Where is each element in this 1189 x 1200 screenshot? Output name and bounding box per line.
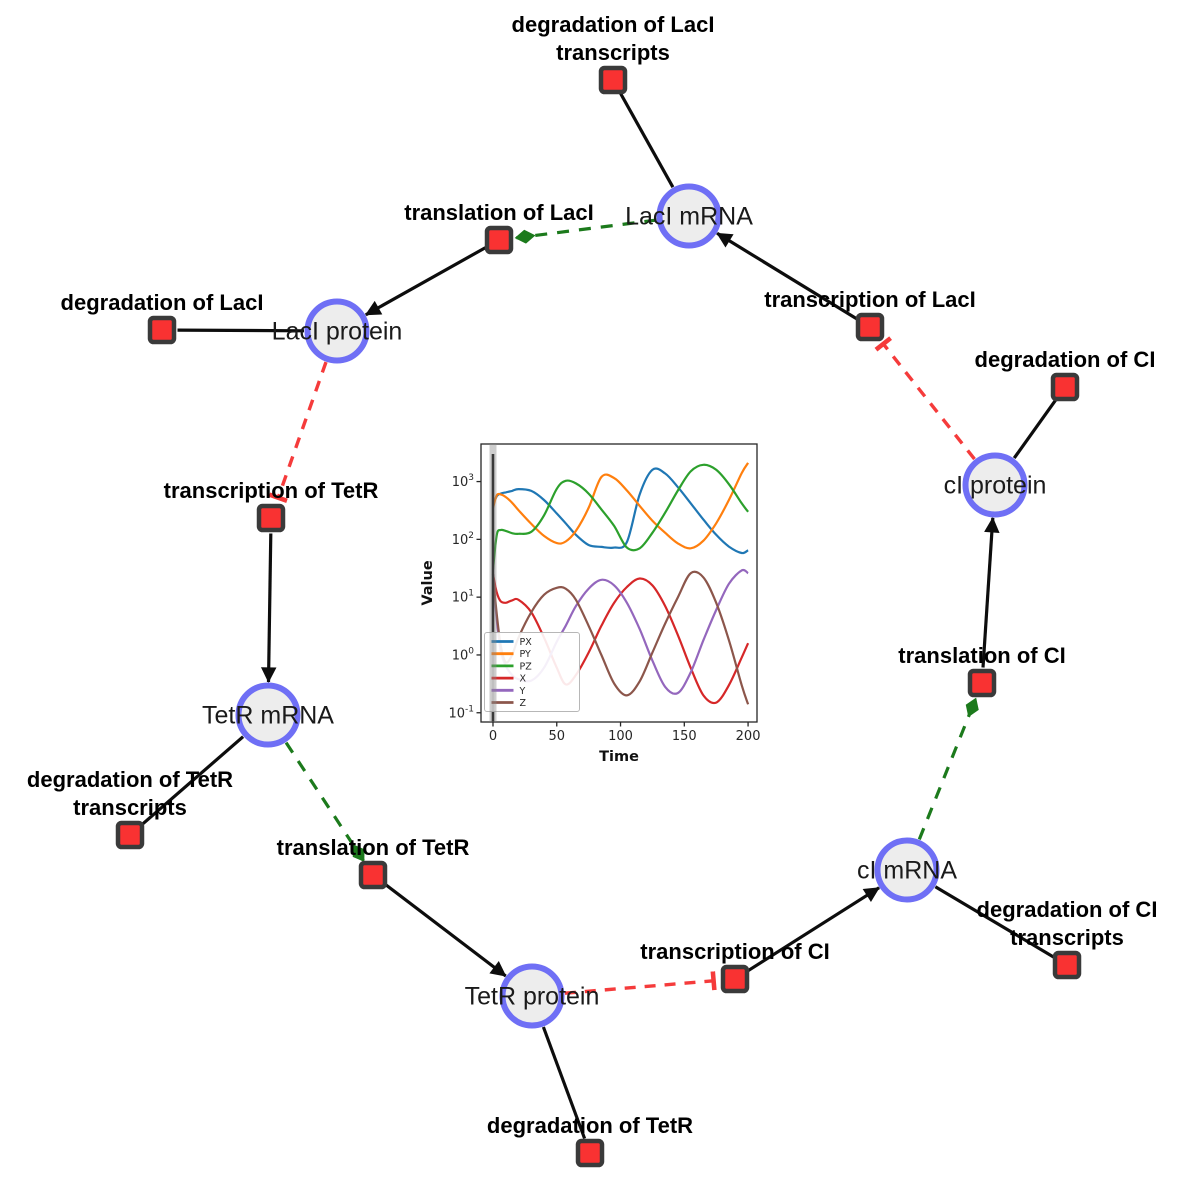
species-label-tetr-mrna: TetR mRNA <box>202 702 334 730</box>
reaction-label-deg-ci-transcripts: degradation of CI transcripts <box>977 897 1158 950</box>
plot-frame <box>480 443 758 723</box>
reaction-label-translation-tetr: translation of TetR <box>277 835 470 860</box>
species-label-tetr-protein: TetR protein <box>465 983 600 1011</box>
edge-tetr-mrna-deg-tetr-transcripts-consumption <box>140 735 245 827</box>
plot-series-py <box>491 462 750 550</box>
species-node-laci-protein[interactable] <box>304 298 370 364</box>
species-node-ci-protein[interactable] <box>962 452 1028 518</box>
species-label-laci-mrna: LacI mRNA <box>625 203 753 231</box>
edge-ci-mrna-translation-ci-modifier <box>917 697 979 840</box>
legend-label-py: PY <box>520 649 532 660</box>
species-label-laci-protein: LacI protein <box>272 318 403 346</box>
reaction-label-translation-laci: translation of LacI <box>404 200 593 225</box>
reaction-label-deg-ci: degradation of CI <box>975 347 1156 372</box>
species-node-laci-mrna[interactable] <box>656 183 722 249</box>
x-tick-label-100: 100 <box>608 729 633 744</box>
edge-translation-ci-ci-protein-production <box>981 516 1000 668</box>
edge-transcription-ci-ci-mrna-production <box>747 886 880 973</box>
label-layer: LacI mRNA LacI protein cI protein TetR mRNA… <box>27 12 1158 1138</box>
edge-laci-protein-transcription-tetr-inhibition <box>268 361 328 503</box>
x-tick-label-150: 150 <box>672 729 697 744</box>
reaction-label-deg-laci: degradation of LacI <box>61 290 264 315</box>
inset-plot: 0 50 100 150 20010-1100101102103TimeValuePXP… <box>420 443 761 765</box>
reaction-node-translation-ci[interactable] <box>967 668 997 698</box>
edge-transcription-laci-laci-mrna-production <box>716 231 858 321</box>
node-layer <box>115 65 1082 1168</box>
reaction-node-deg-laci[interactable] <box>147 315 177 345</box>
reaction-node-deg-ci[interactable] <box>1050 372 1080 402</box>
edge-tetr-protein-deg-tetr-consumption <box>541 1026 587 1140</box>
reaction-node-translation-tetr[interactable] <box>358 860 388 890</box>
reaction-node-deg-tetr[interactable] <box>575 1138 605 1168</box>
edge-ci-protein-transcription-laci-inhibition <box>874 336 976 461</box>
reaction-node-deg-tetr-transcripts[interactable] <box>115 820 145 850</box>
edge-ci-protein-deg-ci-consumption <box>1012 398 1058 460</box>
edge-ci-mrna-deg-ci-transcripts-consumption <box>934 885 1055 959</box>
reaction-label-transcription-ci: transcription of CI <box>640 939 829 964</box>
edge-laci-mrna-translation-laci-modifier <box>514 218 657 244</box>
edge-translation-laci-laci-protein-production <box>364 246 487 317</box>
edge-tetr-mrna-translation-tetr-modifier <box>284 741 365 862</box>
edge-layer <box>140 92 1058 1140</box>
edge-laci-protein-deg-laci-consumption <box>177 328 305 333</box>
reaction-label-translation-ci: translation of CI <box>898 643 1065 668</box>
reaction-node-deg-laci-transcripts[interactable] <box>598 65 628 95</box>
species-label-ci-protein: cI protein <box>944 472 1047 500</box>
edge-laci-mrna-deg-laci-transcripts-consumption <box>619 92 675 188</box>
reaction-node-transcription-ci[interactable] <box>720 964 750 994</box>
x-tick-label-200: 200 <box>736 729 761 744</box>
legend-box <box>484 632 580 712</box>
plot-series-px <box>491 467 749 555</box>
plot-t0-band <box>489 444 497 722</box>
reaction-node-transcription-tetr[interactable] <box>256 503 286 533</box>
species-node-ci-mrna[interactable] <box>874 837 940 903</box>
reaction-label-deg-tetr: degradation of TetR <box>487 1113 693 1138</box>
x-tick-label-50: 50 <box>548 729 565 744</box>
y-tick-label-1e0: 100 <box>452 646 475 663</box>
legend-label-px: PX <box>520 637 533 648</box>
edge-translation-tetr-tetr-protein-production <box>384 883 507 978</box>
edge-transcription-tetr-tetr-mrna-production <box>260 533 277 683</box>
plot-series-x <box>491 573 750 705</box>
x-tick-label-0: 0 <box>489 729 497 744</box>
y-tick-label-1e2: 102 <box>452 531 474 548</box>
legend-label-pz: PZ <box>520 661 533 672</box>
reaction-label-transcription-laci: transcription of LacI <box>764 287 975 312</box>
y-tick-label-1e-1: 10-1 <box>448 704 474 721</box>
reaction-node-translation-laci[interactable] <box>484 225 514 255</box>
legend-label-z: Z <box>520 698 527 709</box>
species-node-tetr-mrna[interactable] <box>235 682 301 748</box>
edge-tetr-protein-transcription-ci-inhibition <box>564 971 717 995</box>
y-tick-label-1e3: 103 <box>452 473 474 490</box>
reaction-node-transcription-laci[interactable] <box>855 312 885 342</box>
species-node-tetr-protein[interactable] <box>499 963 565 1029</box>
x-axis-label: Time <box>599 749 639 765</box>
legend-label-y: Y <box>519 686 526 697</box>
y-tick-label-1e1: 101 <box>452 589 474 606</box>
reaction-node-deg-ci-transcripts[interactable] <box>1052 950 1082 980</box>
species-label-ci-mrna: cI mRNA <box>857 857 957 885</box>
legend-label-x: X <box>520 674 527 685</box>
reaction-label-deg-laci-transcripts: degradation of LacI transcripts <box>512 12 715 65</box>
reaction-label-transcription-tetr: transcription of TetR <box>164 478 379 503</box>
plot-series-pz <box>491 463 749 570</box>
reaction-label-deg-tetr-transcripts: degradation of TetR transcripts <box>27 767 233 820</box>
y-axis-label: Value <box>420 560 436 606</box>
